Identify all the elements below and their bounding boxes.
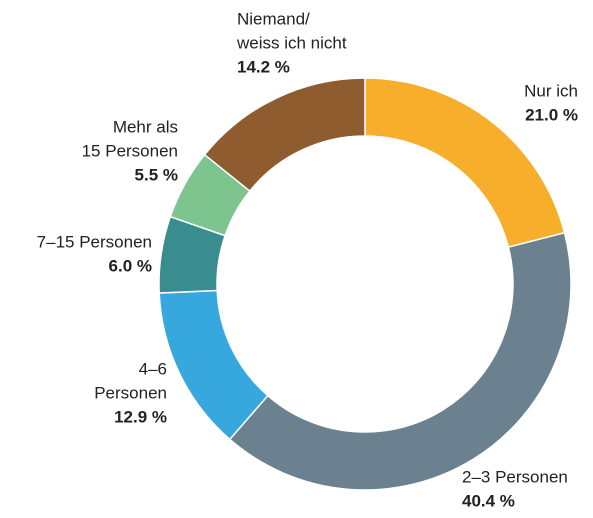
slice-label: 7–15 Personen: [37, 232, 152, 251]
value-label: 6.0 %: [109, 256, 152, 275]
slice-label: Niemand/: [237, 9, 310, 28]
slice-label: 4–6: [139, 359, 167, 378]
slice-label: Personen: [94, 383, 167, 402]
donut-slice: [203, 77, 366, 193]
value-label: 12.9 %: [114, 407, 167, 426]
value-label: 14.2 %: [237, 57, 290, 76]
value-label: 21.0 %: [525, 105, 578, 124]
donut-slice: [228, 231, 572, 491]
slice-label: Nur ich: [524, 81, 578, 100]
slice-label: weiss ich nicht: [236, 33, 347, 52]
value-label: 5.5 %: [135, 165, 178, 184]
slice-label: Mehr als: [113, 117, 178, 136]
value-label: 40.4 %: [462, 491, 515, 510]
slice-label: 15 Personen: [82, 141, 178, 160]
donut-slice: [364, 77, 566, 249]
slice-label: 2–3 Personen: [462, 467, 568, 486]
